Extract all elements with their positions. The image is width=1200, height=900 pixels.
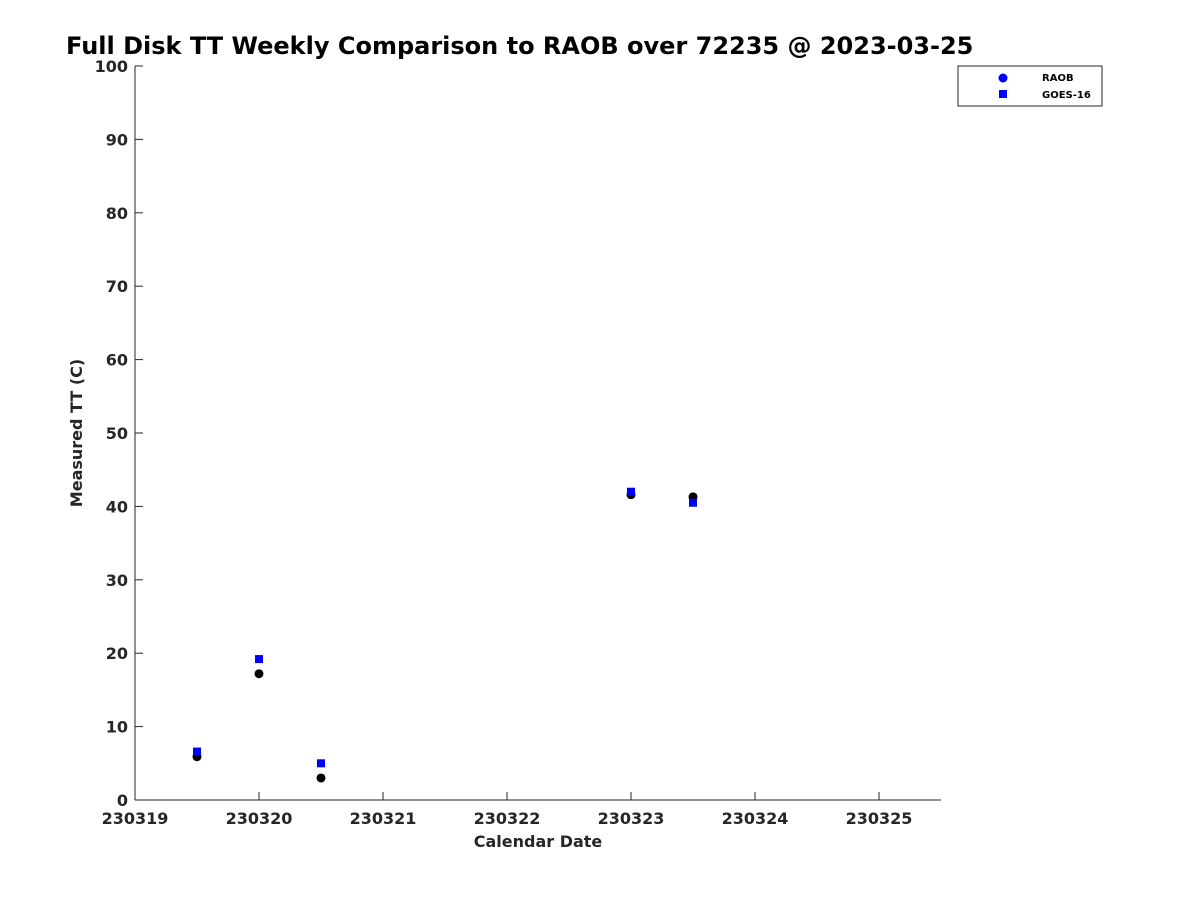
legend-box xyxy=(957,65,1103,107)
data-point-goes-16 xyxy=(193,747,201,756)
x-tick-label: 230322 xyxy=(474,809,541,828)
y-tick-label: 50 xyxy=(106,424,128,443)
legend-label-goes-16: GOES-16 xyxy=(1042,90,1091,101)
data-point-goes-16 xyxy=(317,759,325,768)
data-point-raob xyxy=(254,669,264,679)
y-tick-label: 0 xyxy=(117,791,128,810)
y-tick-label: 60 xyxy=(106,351,128,370)
y-tick-label: 90 xyxy=(106,130,128,149)
data-point-goes-16 xyxy=(689,498,697,507)
x-tick-label: 230320 xyxy=(226,809,293,828)
y-tick-label: 10 xyxy=(106,718,128,737)
y-axis-ticks: 0 10 20 30 40 50 60 70 80 90 100 xyxy=(95,57,143,810)
y-tick-label: 100 xyxy=(95,57,128,76)
data-point-goes-16 xyxy=(255,655,263,664)
y-tick-label: 30 xyxy=(106,571,128,590)
chart-title: Full Disk TT Weekly Comparison to RAOB o… xyxy=(66,32,973,60)
legend: RAOB GOES-16 xyxy=(957,65,1103,107)
x-axis-ticks: 230319 230320 230321 230322 230323 230324 2303… xyxy=(102,792,913,828)
y-tick-label: 40 xyxy=(106,497,128,516)
legend-marker-goes-16 xyxy=(999,90,1007,98)
x-tick-label: 230324 xyxy=(722,809,789,828)
legend-marker-raob xyxy=(998,73,1008,83)
data-markers xyxy=(192,487,698,783)
y-tick-label: 70 xyxy=(106,277,128,296)
data-point-goes-16 xyxy=(627,487,635,496)
x-tick-label: 230325 xyxy=(846,809,913,828)
x-tick-label: 230319 xyxy=(102,809,169,828)
y-tick-label: 80 xyxy=(106,204,128,223)
x-tick-label: 230323 xyxy=(598,809,665,828)
legend-label-raob: RAOB xyxy=(1042,73,1074,84)
y-axis-label: Measured TT (C) xyxy=(67,359,86,507)
y-tick-label: 20 xyxy=(106,644,128,663)
data-point-raob xyxy=(316,773,326,783)
plot-axes xyxy=(134,66,941,801)
x-tick-label: 230321 xyxy=(350,809,417,828)
x-axis-label: Calendar Date xyxy=(474,832,603,851)
